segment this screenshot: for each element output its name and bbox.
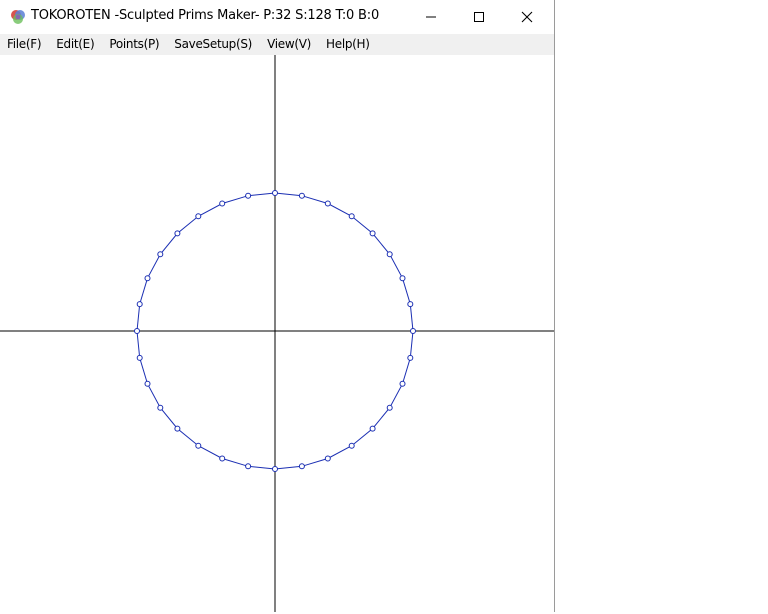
control-point[interactable] bbox=[245, 463, 252, 470]
close-button[interactable] bbox=[504, 0, 550, 34]
control-point[interactable] bbox=[407, 301, 414, 308]
control-point[interactable] bbox=[386, 404, 393, 411]
control-point[interactable] bbox=[219, 200, 226, 207]
control-point[interactable] bbox=[407, 354, 414, 361]
menu-help[interactable]: Help(H) bbox=[326, 37, 370, 51]
control-point[interactable] bbox=[386, 251, 393, 258]
menu-savesetup[interactable]: SaveSetup(S) bbox=[174, 37, 253, 51]
menu-view[interactable]: View(V) bbox=[267, 37, 312, 51]
shape-layer bbox=[134, 190, 416, 472]
control-point[interactable] bbox=[410, 328, 416, 334]
control-point[interactable] bbox=[399, 275, 406, 282]
control-point[interactable] bbox=[195, 213, 202, 220]
maximize-button[interactable] bbox=[456, 0, 502, 34]
minimize-button[interactable] bbox=[408, 0, 454, 34]
control-point[interactable] bbox=[195, 442, 202, 449]
menu-bar: File(F) Edit(E) Points(P) SaveSetup(S) V… bbox=[0, 34, 554, 55]
window-title: TOKOROTEN -Sculpted Prims Maker- P:32 S:… bbox=[31, 8, 380, 23]
control-point[interactable] bbox=[399, 380, 406, 387]
control-point[interactable] bbox=[324, 200, 331, 207]
editor-svg[interactable] bbox=[0, 55, 554, 612]
minimize-icon bbox=[426, 16, 436, 18]
control-point[interactable] bbox=[298, 192, 305, 199]
control-point[interactable] bbox=[245, 192, 252, 199]
menu-edit[interactable]: Edit(E) bbox=[56, 37, 95, 51]
control-point[interactable] bbox=[144, 275, 151, 282]
close-icon bbox=[521, 11, 533, 23]
menu-points[interactable]: Points(P) bbox=[109, 37, 160, 51]
control-point[interactable] bbox=[298, 463, 305, 470]
control-point[interactable] bbox=[324, 455, 331, 462]
menu-file[interactable]: File(F) bbox=[7, 37, 42, 51]
title-bar[interactable]: TOKOROTEN -Sculpted Prims Maker- P:32 S:… bbox=[0, 0, 554, 34]
control-point[interactable] bbox=[369, 230, 376, 237]
maximize-icon bbox=[474, 12, 484, 22]
control-point[interactable] bbox=[144, 380, 151, 387]
control-point[interactable] bbox=[348, 442, 355, 449]
control-point[interactable] bbox=[219, 455, 226, 462]
control-point[interactable] bbox=[348, 213, 355, 220]
tokoroten-app-icon bbox=[11, 10, 25, 24]
control-point[interactable] bbox=[134, 328, 140, 334]
control-point[interactable] bbox=[369, 425, 376, 432]
control-point[interactable] bbox=[136, 301, 143, 308]
control-point[interactable] bbox=[157, 251, 164, 258]
control-point[interactable] bbox=[136, 354, 143, 361]
control-point[interactable] bbox=[157, 404, 164, 411]
drawing-canvas[interactable] bbox=[0, 55, 554, 612]
control-point[interactable] bbox=[272, 190, 278, 196]
app-window: TOKOROTEN -Sculpted Prims Maker- P:32 S:… bbox=[0, 0, 555, 612]
control-point[interactable] bbox=[272, 466, 278, 472]
control-point[interactable] bbox=[174, 230, 181, 237]
control-point[interactable] bbox=[174, 425, 181, 432]
